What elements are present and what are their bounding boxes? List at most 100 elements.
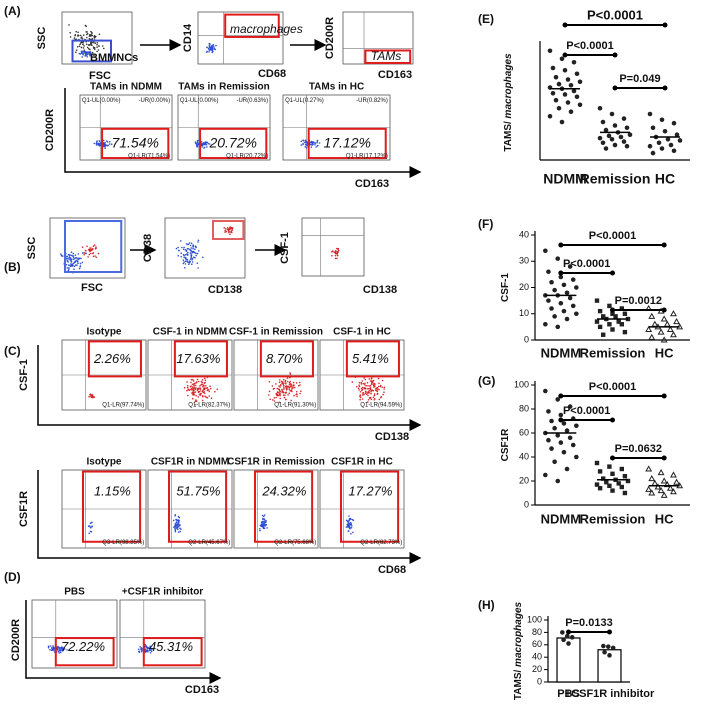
bar-end xyxy=(566,629,571,635)
event-dot xyxy=(358,385,361,388)
event-dot xyxy=(304,146,307,148)
data-point xyxy=(570,303,576,309)
data-point xyxy=(624,125,630,131)
axis-title: SSC xyxy=(26,237,38,260)
event-dot xyxy=(203,388,206,391)
event-dot xyxy=(261,514,264,517)
event-dot xyxy=(203,143,206,146)
event-dot xyxy=(98,45,100,47)
event-dot xyxy=(60,254,63,257)
event-dot xyxy=(189,388,192,391)
event-dot xyxy=(176,526,178,529)
data-point xyxy=(674,132,680,137)
event-dot xyxy=(383,391,385,394)
y-tick-label: 0 xyxy=(524,334,529,344)
event-dot xyxy=(197,380,200,383)
event-dot xyxy=(177,255,179,257)
data-point xyxy=(659,146,665,151)
axis-title: CD200R xyxy=(44,109,56,151)
event-dot xyxy=(298,384,300,387)
event-dot xyxy=(371,377,373,379)
event-dot xyxy=(278,388,281,391)
panel-label: (H) xyxy=(478,598,495,612)
event-dot xyxy=(66,649,68,651)
data-point xyxy=(558,412,564,418)
event-dot xyxy=(190,381,192,384)
event-dot xyxy=(102,139,105,142)
p-value: P<0.0001 xyxy=(566,40,613,52)
data-point xyxy=(552,425,557,431)
p-value: P<0.0001 xyxy=(563,258,610,270)
data-point xyxy=(663,480,671,488)
event-dot xyxy=(139,646,141,648)
data-point xyxy=(553,74,559,80)
event-dot xyxy=(276,391,279,394)
data-point xyxy=(659,117,665,123)
event-dot xyxy=(205,385,207,387)
event-dot xyxy=(191,386,194,388)
event-dot xyxy=(66,259,68,262)
event-dot xyxy=(275,383,277,385)
event-dot xyxy=(150,650,153,652)
event-dot xyxy=(194,257,196,259)
event-dot xyxy=(74,254,77,257)
event-dot xyxy=(314,144,316,146)
event-dot xyxy=(293,386,296,389)
event-dot xyxy=(195,394,197,397)
event-dot xyxy=(204,395,206,398)
event-dot xyxy=(199,394,202,396)
plot-title: CSF-1 in Remission xyxy=(229,327,323,338)
event-dot xyxy=(310,146,313,148)
event-dot xyxy=(201,379,204,381)
data-point xyxy=(621,139,627,144)
plot-title: CSF-1 in HC xyxy=(333,327,391,338)
event-dot xyxy=(88,532,90,535)
event-dot xyxy=(60,253,62,255)
data-point xyxy=(555,324,561,330)
event-dot xyxy=(229,233,231,235)
y-axis-title-part: CSF-1 xyxy=(500,273,511,302)
data-point xyxy=(562,92,568,97)
event-dot xyxy=(378,388,380,391)
event-dot xyxy=(140,650,143,653)
event-dot xyxy=(187,251,189,254)
event-dot xyxy=(203,390,205,393)
event-dot xyxy=(80,42,82,44)
event-dot xyxy=(197,396,200,398)
event-dot xyxy=(289,385,292,388)
event-dot xyxy=(179,524,181,526)
bar-end xyxy=(610,270,615,276)
event-dot xyxy=(305,147,308,149)
y-axis-title-part: macrophages xyxy=(513,601,524,666)
gate xyxy=(199,127,268,160)
event-dot xyxy=(172,519,175,522)
event-dot xyxy=(180,255,182,258)
data-point xyxy=(625,478,631,484)
event-dot xyxy=(378,398,381,401)
event-dot xyxy=(295,390,298,393)
plot-title: CSF1R in NDMM xyxy=(151,457,229,468)
y-tick-label: 60 xyxy=(519,427,529,437)
data-point xyxy=(601,314,606,319)
event-dot xyxy=(66,257,68,260)
bar-end xyxy=(661,242,667,248)
event-dot xyxy=(282,388,285,390)
bar-end xyxy=(661,455,667,461)
event-dot xyxy=(336,257,338,260)
data-point xyxy=(555,433,561,438)
event-dot xyxy=(90,43,92,46)
event-dot xyxy=(191,378,194,381)
event-dot xyxy=(79,43,81,46)
bar-end xyxy=(612,85,618,91)
event-dot xyxy=(82,54,84,56)
event-dot xyxy=(69,264,71,267)
event-dot xyxy=(207,142,210,145)
bar-end xyxy=(661,307,667,313)
event-dot xyxy=(285,387,287,389)
event-dot xyxy=(296,393,298,396)
event-dot xyxy=(202,256,204,259)
event-dot xyxy=(215,44,217,47)
event-dot xyxy=(213,46,215,48)
event-dot xyxy=(87,256,89,258)
event-dot xyxy=(92,255,95,258)
